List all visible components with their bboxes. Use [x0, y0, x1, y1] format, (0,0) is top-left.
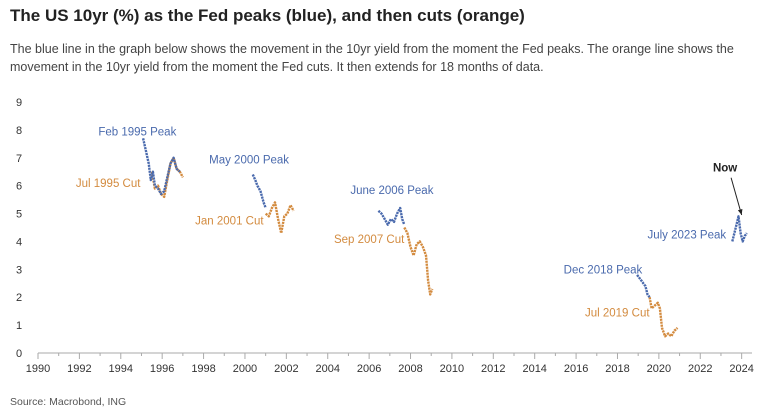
annotations: Feb 1995 Peak Jul 1995 Cut May 2000 Peak Ja… [76, 126, 743, 320]
x-tick-label: 1990 [26, 363, 50, 375]
x-tick-label: 2006 [357, 363, 381, 375]
peak-series-line [377, 206, 406, 226]
annotation-label: June 2006 Peak [350, 185, 433, 197]
annotation-label: Jan 2001 Cut [195, 216, 264, 228]
y-tick-label: 0 [16, 348, 22, 360]
y-axis: 0 1 2 3 4 5 6 7 8 9 [16, 97, 22, 360]
peak-series-line [251, 174, 267, 209]
chart-subtitle: The blue line in the graph below shows t… [10, 42, 734, 74]
peak-series-line [141, 138, 181, 196]
x-tick-label: 2020 [647, 363, 671, 375]
x-tick-label: 2024 [729, 363, 753, 375]
y-tick-label: 2 [16, 292, 22, 304]
annotation-label: July 2023 Peak [647, 230, 726, 242]
cut-series-line [264, 201, 295, 235]
x-tick-label: 2010 [440, 363, 464, 375]
annotation-label: Dec 2018 Peak [564, 265, 643, 277]
y-tick-label: 3 [16, 264, 22, 276]
annotation-label: May 2000 Peak [209, 154, 289, 166]
y-tick-label: 7 [16, 153, 22, 165]
y-tick-label: 4 [16, 236, 22, 248]
series-lines [141, 138, 748, 338]
source-note: Source: Macrobond, ING [10, 396, 127, 408]
annotation-label: Jul 1995 Cut [76, 178, 141, 190]
annotation-label: Feb 1995 Peak [98, 126, 176, 138]
peak-series-line [636, 274, 651, 298]
x-axis: 1990 1992 1994 1996 1998 2000 2002 2004 2006 2008… [26, 352, 754, 375]
chart-title: The US 10yr (%) as the Fed peaks (blue),… [10, 6, 525, 25]
peak-series-line [731, 215, 748, 243]
x-tick-label: 2008 [398, 363, 422, 375]
x-tick-label: 2022 [688, 363, 712, 375]
x-tick-label: 2018 [605, 363, 629, 375]
y-tick-label: 9 [16, 97, 22, 109]
x-tick-label: 1996 [150, 363, 174, 375]
y-tick-label: 6 [16, 181, 22, 193]
now-arrow-head [737, 208, 743, 215]
now-arrow-line [730, 177, 743, 216]
y-tick-label: 5 [16, 209, 22, 221]
x-tick-label: 2016 [564, 363, 588, 375]
x-tick-label: 2004 [315, 363, 339, 375]
cut-series-line [648, 296, 679, 338]
y-tick-label: 1 [16, 320, 22, 332]
cut-series-line [403, 226, 434, 296]
x-tick-label: 2014 [522, 363, 546, 375]
x-tick-label: 2012 [481, 363, 505, 375]
y-tick-label: 8 [16, 125, 22, 137]
annotation-label: Jul 2019 Cut [585, 308, 650, 320]
x-tick-label: 1992 [67, 363, 91, 375]
x-tick-label: 1994 [109, 363, 133, 375]
x-tick-label: 2000 [233, 363, 257, 375]
annotation-label: Sep 2007 Cut [334, 234, 405, 246]
x-tick-label: 1998 [191, 363, 215, 375]
x-tick-label: 2002 [274, 363, 298, 375]
now-label: Now [713, 163, 737, 175]
